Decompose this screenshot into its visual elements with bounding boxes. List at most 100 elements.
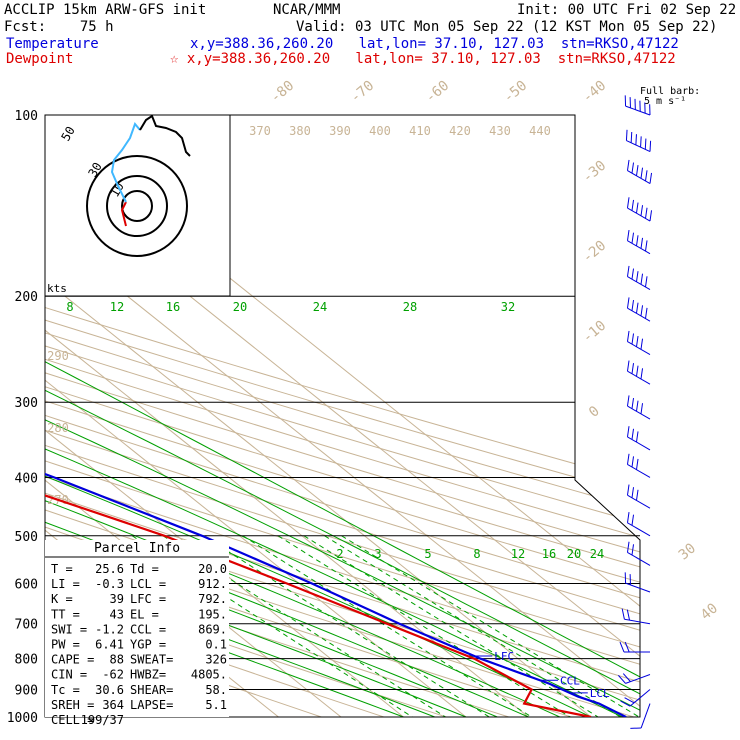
parcel-info-value: 88 xyxy=(110,653,124,667)
parcel-info-key: SWI = xyxy=(51,622,87,636)
wind-barb-feather xyxy=(626,395,630,407)
parcel-info-key: SREH = xyxy=(51,698,94,712)
wind-barb-feather xyxy=(618,675,626,684)
wind-barb-feather xyxy=(625,129,628,141)
wind-barb-feather xyxy=(631,487,635,498)
isotherm-label: -60 xyxy=(423,78,453,107)
parcel-info-value: 6.41 xyxy=(95,638,124,652)
wind-barb-staff xyxy=(640,703,651,729)
parcel-info-value: 0.1 xyxy=(205,638,227,652)
parcel-level-label: CCL xyxy=(560,674,580,687)
wind-barb-staff xyxy=(629,689,651,707)
isotherm-label: -10 xyxy=(580,318,610,347)
wind-barb-feather xyxy=(626,453,630,465)
wind-barb-feather xyxy=(635,400,639,412)
wind-barb-feather xyxy=(635,302,639,314)
temperature-legend-info: x,y=388.36,260.20 lat,lon= 37.10, 127.03… xyxy=(190,36,679,52)
wind-barb-feather xyxy=(626,512,630,523)
wind-barb-feather xyxy=(626,197,630,209)
wind-barb-feather xyxy=(640,273,644,285)
dry-adiabat xyxy=(45,115,640,717)
wind-barb-feather xyxy=(631,162,635,174)
isotherm-label: -40 xyxy=(580,78,610,107)
dry-adiabat xyxy=(45,115,640,717)
parcel-info-value: 30.6 xyxy=(95,683,124,697)
wind-barb xyxy=(618,673,651,684)
parcel-info-key: EL = xyxy=(130,607,159,621)
hodograph-ring xyxy=(86,155,188,257)
isotherm-line xyxy=(45,115,529,717)
mixing-ratio-label: 16 xyxy=(542,547,556,561)
wind-barb xyxy=(626,229,651,255)
parcel-info-key: YGP = xyxy=(130,638,166,652)
wind-barb-staff xyxy=(627,522,651,537)
parcel-info-key: PW = xyxy=(51,638,80,652)
dewpoint-profile xyxy=(45,115,592,717)
theta-label: 400 xyxy=(369,124,391,138)
parcel-info-key: T = xyxy=(51,562,73,576)
wind-barb-staff xyxy=(627,436,651,451)
wind-barb-feather xyxy=(649,172,653,184)
mixing-ratio-label: 20 xyxy=(567,547,581,561)
wind-barb-feather xyxy=(626,609,631,621)
parcel-info-value: 5.1 xyxy=(205,698,227,712)
hodograph-ring xyxy=(121,190,153,222)
parcel-info-background xyxy=(45,540,229,717)
parcel-info-key: K = xyxy=(51,592,73,606)
dry-adiabat xyxy=(45,115,640,717)
wind-barb-feather xyxy=(631,333,635,345)
parcel-info-value: -1.2 xyxy=(95,622,124,636)
isotherm-line xyxy=(45,115,467,717)
wind-barb-feather xyxy=(635,134,637,145)
header-title: ACCLIP 15km ARW-GFS init xyxy=(4,2,207,18)
parcel-info-box: Parcel Info T = 25.6 Td = 20.0 LI = -0.3 LCL = 9… xyxy=(45,540,229,727)
wind-barb xyxy=(626,159,653,185)
dry-adiabat xyxy=(45,115,640,717)
wind-barb xyxy=(620,689,651,707)
wind-barb-feather xyxy=(635,235,639,247)
isotherm-label: 40 xyxy=(698,600,721,623)
header-valid: Valid: 03 UTC Mon 05 Sep 22 (12 KST Mon … xyxy=(296,19,718,35)
hodograph-unit-label: kts xyxy=(47,282,67,295)
isotherm-label: -30 xyxy=(580,158,610,187)
parcel-info-value: 792. xyxy=(198,592,227,606)
parcel-info-key: Tc = xyxy=(51,683,80,697)
isotherm-label: -50 xyxy=(501,78,531,107)
pressure-tick-label: 700 xyxy=(15,618,38,633)
header-init: Init: 00 UTC Fri 02 Sep 22 xyxy=(517,2,737,18)
wind-barb-feather xyxy=(630,131,633,143)
dewpoint-legend-label: Dewpoint xyxy=(6,51,74,67)
wind-barb-feather xyxy=(626,484,630,496)
wind-barb-feather xyxy=(635,336,639,347)
parcel-info-title: Parcel Info xyxy=(94,541,180,556)
mixing-ratio-label: 8 xyxy=(473,547,480,561)
parcel-info-value: 58. xyxy=(205,683,227,697)
wind-barb-feather xyxy=(640,305,644,317)
temperature-profile xyxy=(45,115,627,717)
parcel-info-key: Td = xyxy=(130,562,159,576)
dry-adiabat xyxy=(45,115,640,717)
wind-barb-feather xyxy=(631,300,635,311)
mixing-ratio-label: 2 xyxy=(336,547,343,561)
wind-barb xyxy=(624,95,651,116)
wind-barb xyxy=(626,197,653,222)
isotherm-line xyxy=(45,115,640,717)
mixing-ratio-label: 16 xyxy=(166,300,180,314)
mixing-ratio-label: 5 xyxy=(424,547,431,561)
parcel-info-value: 912. xyxy=(198,577,227,591)
wind-barb-feather xyxy=(649,140,652,152)
wind-barb-staff xyxy=(625,674,651,684)
mixing-ratio-label: 32 xyxy=(501,300,515,314)
parcel-info-value: 199/37 xyxy=(81,713,124,727)
wind-barb xyxy=(626,426,651,451)
theta-label: 440 xyxy=(529,124,551,138)
wind-barb-feather xyxy=(626,330,630,342)
parcel-info-key: SHEAR= xyxy=(130,683,173,697)
parcel-info-key: LAPSE= xyxy=(130,698,173,712)
hodograph-trace-mid xyxy=(110,122,141,203)
dry-adiabat xyxy=(45,115,640,717)
wind-barb-feather xyxy=(631,397,635,409)
wind-barb-staff xyxy=(627,370,651,385)
